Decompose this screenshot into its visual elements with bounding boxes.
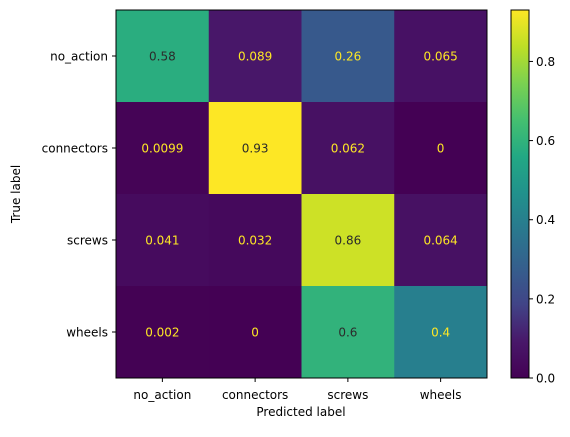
heatmap-cell bbox=[208, 102, 302, 195]
x-tick-label: screws bbox=[327, 388, 368, 402]
cell-value-label: 0.041 bbox=[145, 234, 179, 248]
heatmap-cell bbox=[301, 102, 395, 195]
colorbar-tick-label: 0.2 bbox=[536, 292, 555, 306]
heatmap-cell bbox=[208, 286, 302, 379]
y-tick-label: connectors bbox=[42, 142, 108, 156]
y-tick-label: wheels bbox=[66, 326, 108, 340]
heatmap-cell bbox=[301, 10, 395, 103]
heatmap-cells bbox=[116, 10, 488, 379]
y-tick-label: no_action bbox=[50, 50, 108, 64]
cell-value-label: 0.0099 bbox=[141, 142, 183, 156]
cell-value-label: 0.6 bbox=[338, 326, 357, 340]
heatmap-cell bbox=[116, 286, 210, 379]
heatmap-cell bbox=[394, 102, 488, 195]
heatmap-cell bbox=[394, 286, 488, 379]
x-tick-label: wheels bbox=[420, 388, 462, 402]
x-axis-title: Predicted label bbox=[256, 405, 345, 419]
cell-value-label: 0.089 bbox=[238, 50, 272, 64]
cell-value-label: 0.4 bbox=[431, 326, 450, 340]
heatmap-cell bbox=[394, 10, 488, 103]
x-tick-label: connectors bbox=[222, 388, 288, 402]
heatmap-cell bbox=[394, 194, 488, 287]
cell-value-label: 0 bbox=[437, 142, 445, 156]
cell-value-label: 0.002 bbox=[145, 326, 179, 340]
heatmap-cell bbox=[116, 194, 210, 287]
y-tick-label: screws bbox=[67, 234, 108, 248]
heatmap-cell bbox=[208, 194, 302, 287]
cell-value-label: 0.58 bbox=[149, 50, 176, 64]
heatmap-cell bbox=[116, 102, 210, 195]
cell-value-label: 0.032 bbox=[238, 234, 272, 248]
colorbar-tick-label: 0.0 bbox=[536, 372, 555, 386]
colorbar-tick-label: 0.8 bbox=[536, 55, 555, 69]
colorbar bbox=[510, 9, 530, 379]
cell-value-label: 0.93 bbox=[242, 142, 269, 156]
y-axis-ticks: no_action connectors screws wheels bbox=[42, 50, 116, 340]
colorbar-tick-label: 0.6 bbox=[536, 134, 555, 148]
x-axis-ticks: no_action connectors screws wheels bbox=[133, 378, 462, 402]
cell-value-labels: 0.58 0.089 0.26 0.065 0.0099 0.93 0.062 0 0.041 0… bbox=[141, 50, 457, 340]
cell-value-label: 0 bbox=[251, 326, 259, 340]
heatmap-cell bbox=[301, 286, 395, 379]
colorbar-ticks: 0.0 0.2 0.4 0.6 0.8 bbox=[529, 55, 555, 386]
heatmap-cell bbox=[301, 194, 395, 287]
cell-value-label: 0.064 bbox=[423, 234, 457, 248]
cell-value-label: 0.062 bbox=[331, 142, 365, 156]
x-tick-label: no_action bbox=[133, 388, 191, 402]
heatmap-cell bbox=[116, 10, 210, 103]
cell-value-label: 0.86 bbox=[335, 234, 362, 248]
colorbar-tick-label: 0.4 bbox=[536, 213, 555, 227]
plot-frame bbox=[115, 9, 488, 379]
cell-value-label: 0.26 bbox=[335, 50, 362, 64]
cell-value-label: 0.065 bbox=[423, 50, 457, 64]
y-axis-title: True label bbox=[9, 165, 23, 224]
heatmap-cell bbox=[208, 10, 302, 103]
